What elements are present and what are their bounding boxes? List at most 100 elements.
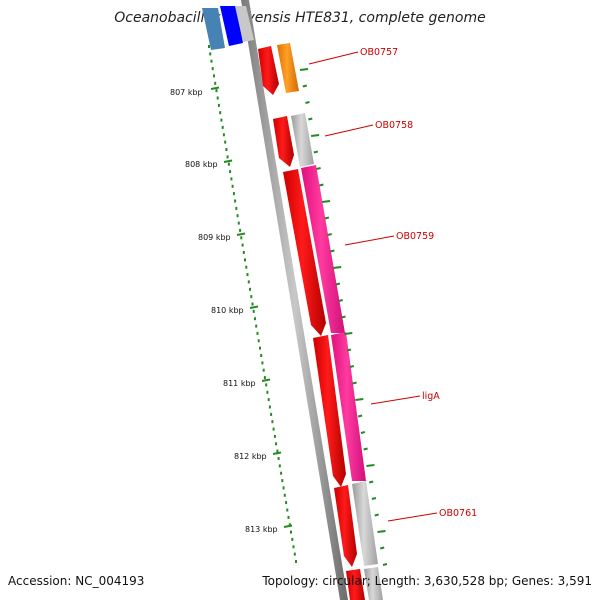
outer-scale-ticks xyxy=(299,68,388,566)
scale-dot xyxy=(293,552,296,556)
outer-tick xyxy=(371,497,377,500)
outer-tick xyxy=(310,134,320,137)
outer-tick xyxy=(302,84,308,88)
outer-tick xyxy=(316,167,321,170)
outer-tick xyxy=(382,563,388,566)
scale-label: 807 kbp xyxy=(170,88,203,97)
scale-dot xyxy=(257,339,260,343)
scale-major-tick xyxy=(236,232,246,236)
scale-dot xyxy=(241,243,244,247)
scale-dot xyxy=(210,59,213,63)
scale-dot xyxy=(250,295,253,299)
scale-dot xyxy=(216,96,219,100)
scale-label: 809 kbp xyxy=(198,233,231,242)
gene-arrow xyxy=(283,169,326,336)
outer-tick xyxy=(308,117,313,121)
gene-OB0758 xyxy=(273,113,314,167)
scale-dot xyxy=(236,214,239,218)
gene-OB0757 xyxy=(258,43,299,95)
scale-dot xyxy=(266,390,269,394)
gene-label: OB0757 xyxy=(360,47,398,58)
gene-arrow xyxy=(291,113,314,167)
scale-dot xyxy=(292,545,295,549)
gene-label: OB0761 xyxy=(439,508,477,519)
scale-dot xyxy=(230,177,233,181)
label-leaders xyxy=(308,51,438,522)
gene-arrow xyxy=(258,46,279,95)
gene-arrow xyxy=(202,8,225,50)
genome-summary-text: Topology: circular; Length: 3,630,528 bp… xyxy=(262,574,592,588)
scale-dot xyxy=(229,170,232,174)
scale-dot xyxy=(256,331,259,335)
gene-OB0761 xyxy=(334,481,378,567)
outer-tick xyxy=(349,365,355,368)
gene-arrow xyxy=(313,335,346,487)
scale-major-tick xyxy=(223,159,233,163)
outer-tick xyxy=(368,480,374,484)
scale-dot xyxy=(277,457,280,460)
scale-dot xyxy=(272,427,275,431)
gene-arrow xyxy=(334,485,357,567)
scale-dot xyxy=(288,523,291,527)
genome-backbone xyxy=(241,0,348,600)
outer-tick xyxy=(335,282,341,286)
leader-line xyxy=(370,395,421,405)
scale-dot xyxy=(255,324,258,328)
scale-dot xyxy=(208,45,210,48)
scale-major-tick xyxy=(272,451,282,455)
gene-label: ligA xyxy=(422,391,440,402)
outer-tick xyxy=(352,381,357,385)
scale-dot xyxy=(286,508,289,512)
scale-label: 808 kbp xyxy=(185,160,218,169)
leader-line xyxy=(344,235,395,246)
scale-dot xyxy=(273,434,276,438)
scale-dot xyxy=(271,420,274,424)
outer-tick xyxy=(346,348,352,352)
outer-tick xyxy=(377,530,386,533)
scale-dot xyxy=(239,228,242,232)
gene-ligA xyxy=(313,332,366,487)
outer-tick xyxy=(299,68,309,71)
scale-dot xyxy=(220,118,223,122)
outer-tick xyxy=(338,299,343,302)
gene-arrow xyxy=(331,332,366,481)
scale-dot xyxy=(224,140,227,144)
gene-label: OB0758 xyxy=(375,120,413,131)
scale-dot xyxy=(221,125,224,129)
outer-tick xyxy=(321,200,331,203)
scale-dot xyxy=(262,368,265,372)
scale-dot xyxy=(261,361,264,365)
gene-label: OB0759 xyxy=(396,231,434,242)
outer-tick xyxy=(379,546,385,550)
scale-track xyxy=(208,45,297,563)
scale-dot xyxy=(213,74,215,78)
scale-dot xyxy=(252,309,255,313)
outer-tick xyxy=(313,150,319,154)
scale-dot xyxy=(225,148,228,151)
scale-dot xyxy=(268,405,271,409)
scale-dot xyxy=(245,265,248,269)
outer-tick xyxy=(360,431,366,434)
scale-dot xyxy=(281,479,284,483)
scale-dot xyxy=(232,192,235,196)
leader-line xyxy=(324,124,374,137)
accession-text: Accession: NC_004193 xyxy=(8,574,145,588)
scale-dot xyxy=(226,155,229,159)
outer-tick xyxy=(327,233,332,236)
scale-dot xyxy=(267,398,270,402)
scale-dot xyxy=(260,354,263,357)
leader-line xyxy=(308,51,359,65)
scale-label: 813 kbp xyxy=(245,525,278,534)
gene-arrow xyxy=(352,481,378,566)
scale-label: 811 kbp xyxy=(223,379,256,388)
scale-dot xyxy=(237,221,240,225)
scale-dot xyxy=(227,162,230,166)
outer-tick xyxy=(333,266,342,269)
scale-dot xyxy=(263,376,266,380)
scale-dot xyxy=(219,111,222,115)
scale-dot xyxy=(246,273,249,277)
gene-labels: OB0757 OB0758 OB0759 ligA OB0761 xyxy=(360,47,477,519)
scale-dot xyxy=(295,560,297,563)
scale-major-tick xyxy=(249,305,259,309)
scale-dot xyxy=(283,493,286,497)
